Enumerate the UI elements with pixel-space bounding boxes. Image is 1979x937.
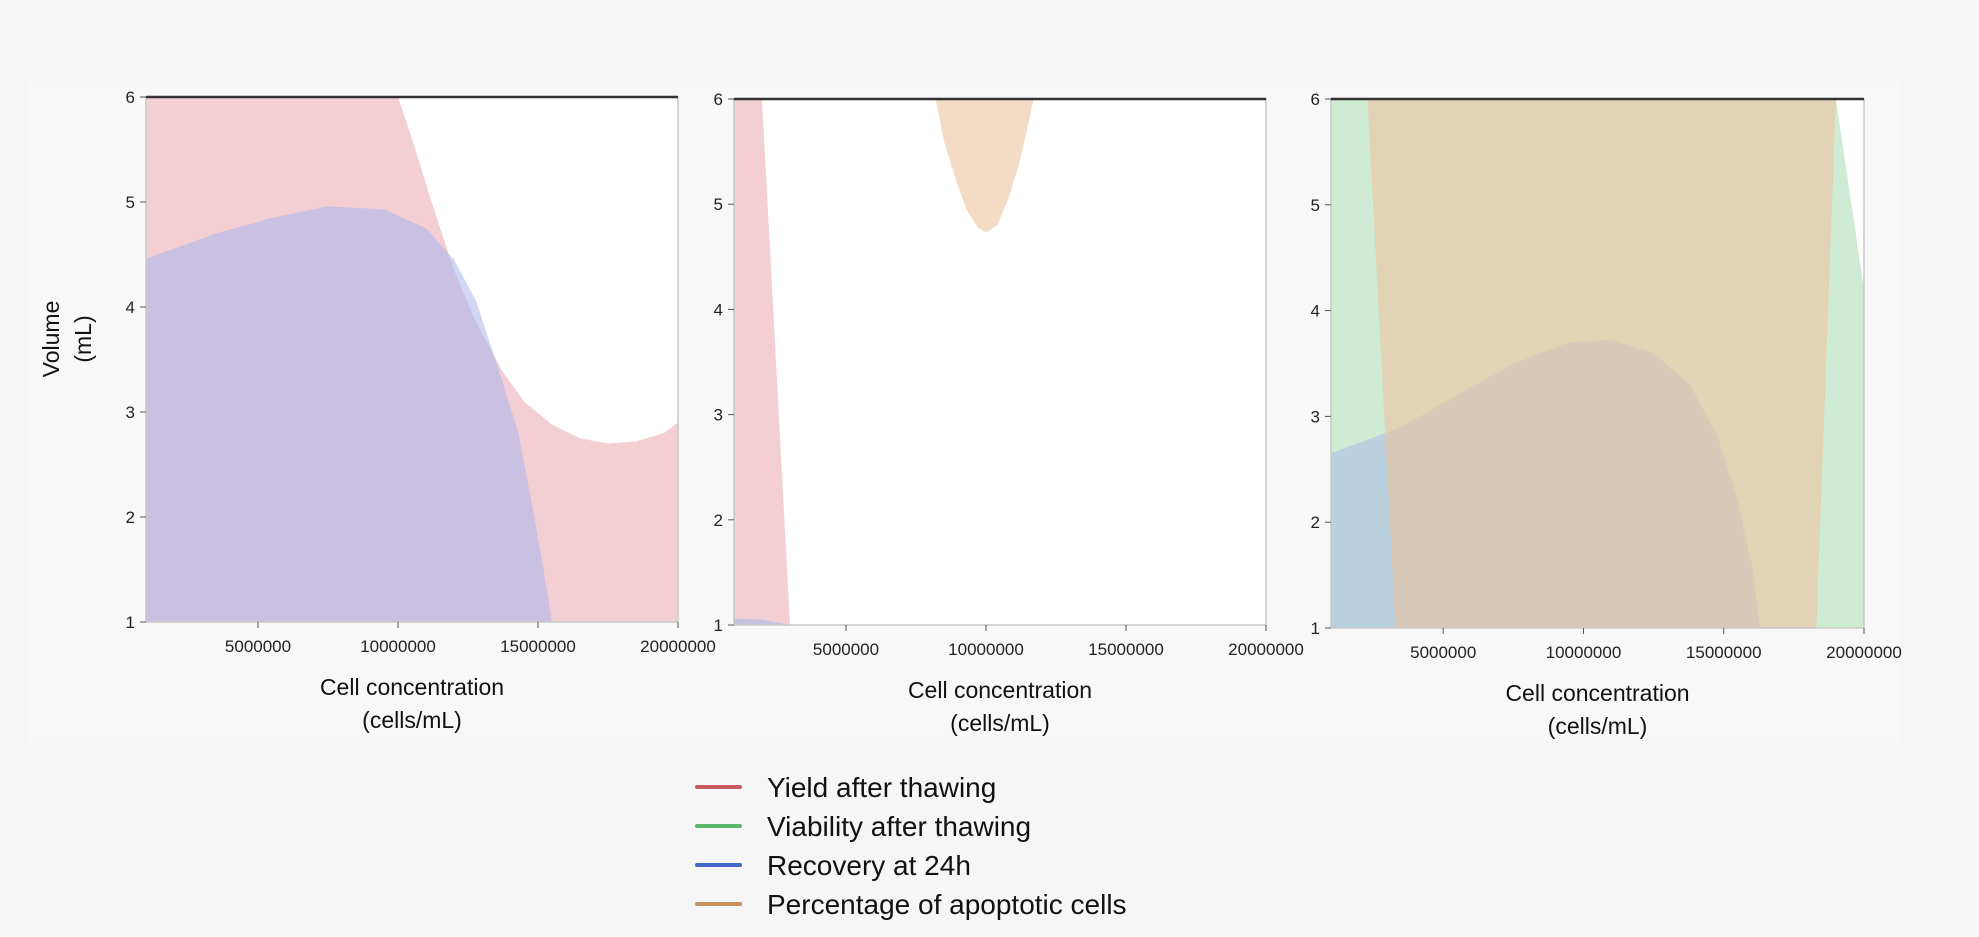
x-tick-label: 10000000 xyxy=(948,640,1024,659)
subplot-3: 1 2 3 4 5 6 5000000 10000000 15000000 20000000 Cel… xyxy=(1311,90,1902,739)
y-axis-unit: (mL) xyxy=(70,315,96,362)
subplot-2: 1 2 3 4 5 6 5000000 10000000 15000000 20000000 Cel… xyxy=(714,90,1304,736)
y-tick-label: 5 xyxy=(1311,196,1320,215)
y-tick-label: 3 xyxy=(714,406,723,425)
region-recovery xyxy=(734,618,790,625)
y-tick-label: 3 xyxy=(126,403,135,422)
region-group xyxy=(1331,99,1864,628)
x-tick-label: 20000000 xyxy=(1826,643,1902,662)
y-tick-label: 6 xyxy=(714,90,723,109)
x-tick-label: 5000000 xyxy=(225,637,291,656)
legend-label: Percentage of apoptotic cells xyxy=(767,889,1127,920)
region-group xyxy=(734,99,1034,625)
y-tick-label: 3 xyxy=(1311,407,1320,426)
x-tick-label: 5000000 xyxy=(813,640,879,659)
y-tick-label: 1 xyxy=(1311,619,1320,638)
y-tick-label: 4 xyxy=(1311,302,1320,321)
legend-item-recovery: Recovery at 24h xyxy=(695,850,971,881)
region-recovery xyxy=(146,206,552,622)
region-apoptotic xyxy=(935,99,1034,233)
region-yield xyxy=(734,99,790,625)
y-tick-label: 1 xyxy=(126,613,135,632)
x-tick-label: 20000000 xyxy=(1228,640,1304,659)
y-tick-label: 6 xyxy=(126,88,135,107)
x-axis-title: Cell concentration xyxy=(320,674,504,700)
x-tick-label: 10000000 xyxy=(360,637,436,656)
y-tick-label: 5 xyxy=(126,193,135,212)
legend: Yield after thawing Viability after thawi… xyxy=(695,772,1127,920)
x-axis-title: Cell concentration xyxy=(1505,680,1689,706)
region-group xyxy=(146,97,678,622)
subplot-1: 1 2 3 4 5 6 5000000 10000000 15000000 20000000 Cel… xyxy=(38,88,716,733)
x-axis-unit: (cells/mL) xyxy=(950,710,1050,736)
region-apoptotic xyxy=(1367,99,1836,628)
y-tick-label: 6 xyxy=(1311,90,1320,109)
y-tick-label: 4 xyxy=(126,298,135,317)
y-tick-label: 4 xyxy=(714,300,723,319)
legend-label: Yield after thawing xyxy=(767,772,996,803)
legend-item-apoptotic: Percentage of apoptotic cells xyxy=(695,889,1127,920)
y-axis-title: Volume xyxy=(38,301,64,378)
x-axis-unit: (cells/mL) xyxy=(362,707,462,733)
legend-item-viability: Viability after thawing xyxy=(695,811,1031,842)
y-tick-label: 2 xyxy=(714,511,723,530)
y-tick-label: 2 xyxy=(126,508,135,527)
x-axis-unit: (cells/mL) xyxy=(1548,713,1648,739)
legend-label: Viability after thawing xyxy=(767,811,1031,842)
y-tick-label: 2 xyxy=(1311,513,1320,532)
y-tick-label: 5 xyxy=(714,195,723,214)
x-tick-label: 5000000 xyxy=(1410,643,1476,662)
x-tick-label: 20000000 xyxy=(640,637,716,656)
legend-label: Recovery at 24h xyxy=(767,850,971,881)
x-tick-label: 15000000 xyxy=(1686,643,1762,662)
y-tick-label: 1 xyxy=(714,616,723,635)
x-axis-title: Cell concentration xyxy=(908,677,1092,703)
legend-item-yield: Yield after thawing xyxy=(695,772,996,803)
x-tick-label: 15000000 xyxy=(1088,640,1164,659)
x-tick-label: 10000000 xyxy=(1546,643,1622,662)
x-tick-label: 15000000 xyxy=(500,637,576,656)
